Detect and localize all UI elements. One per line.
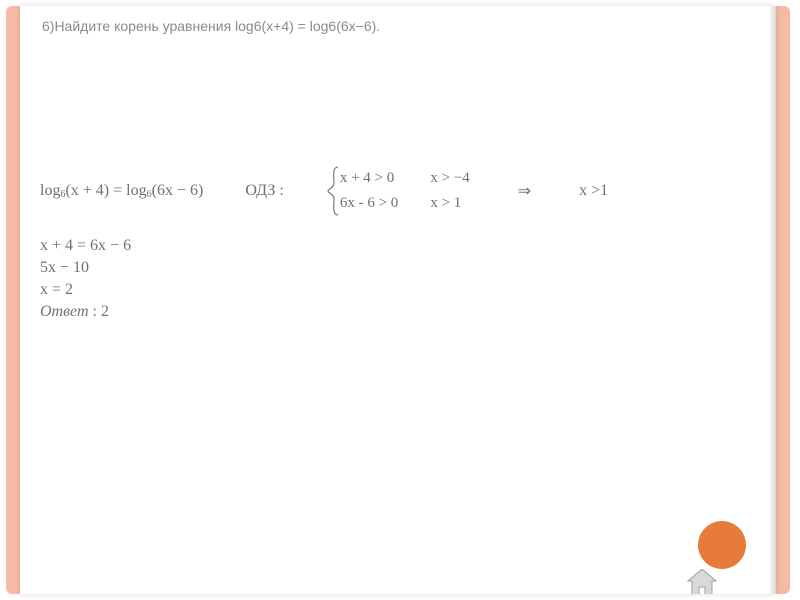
step-3: x = 2 [40, 281, 608, 299]
odz-label: ОДЗ : [245, 182, 284, 200]
lhs-log: log [40, 182, 60, 199]
odz-cond-1: x + 4 > 0 [340, 170, 398, 187]
rhs-arg: (6x − 6) [152, 182, 204, 199]
eq-sign: = [109, 182, 126, 199]
accent-circle-icon [698, 521, 746, 569]
odz-brace-group: x + 4 > 0 x > −4 6x - 6 > 0 x > 1 [326, 165, 470, 217]
odz-conditions-grid: x + 4 > 0 x > −4 6x - 6 > 0 x > 1 [340, 170, 470, 212]
lhs-arg: (x + 4) [65, 182, 109, 199]
equation-and-domain-row: log6(x + 4) = log6(6x − 6) ОДЗ : x + 4 >… [40, 165, 608, 217]
answer-value: : 2 [89, 303, 109, 320]
main-equation: log6(x + 4) = log6(6x − 6) [40, 182, 203, 200]
odz-res-2: x > 1 [430, 195, 469, 212]
left-brace-icon [326, 165, 340, 217]
slide-body: 6)Найдите корень уравнения log6(x+4) = l… [20, 6, 776, 594]
odz-cond-2: 6x - 6 > 0 [340, 195, 398, 212]
outer-container: 6)Найдите корень уравнения log6(x+4) = l… [0, 0, 800, 600]
home-icon[interactable] [686, 569, 718, 594]
implies-symbol: ⇒ [512, 181, 537, 201]
frame-left-bar [6, 6, 20, 594]
slide-row: 6)Найдите корень уравнения log6(x+4) = l… [6, 6, 790, 594]
step-1: x + 4 = 6x − 6 [40, 237, 608, 255]
rhs-log: log [126, 182, 146, 199]
math-block: log6(x + 4) = log6(6x − 6) ОДЗ : x + 4 >… [40, 161, 608, 325]
answer-line: Ответ : 2 [40, 303, 608, 321]
step-2: 5x − 10 [40, 259, 608, 277]
right-inner-shadow [770, 6, 776, 594]
problem-title: 6)Найдите корень уравнения log6(x+4) = l… [42, 18, 754, 34]
answer-label: Ответ [40, 303, 89, 320]
frame-right-bar [776, 6, 790, 594]
odz-final: x >1 [579, 182, 608, 200]
odz-res-1: x > −4 [430, 170, 469, 187]
title-area: 6)Найдите корень уравнения log6(x+4) = l… [20, 6, 776, 38]
